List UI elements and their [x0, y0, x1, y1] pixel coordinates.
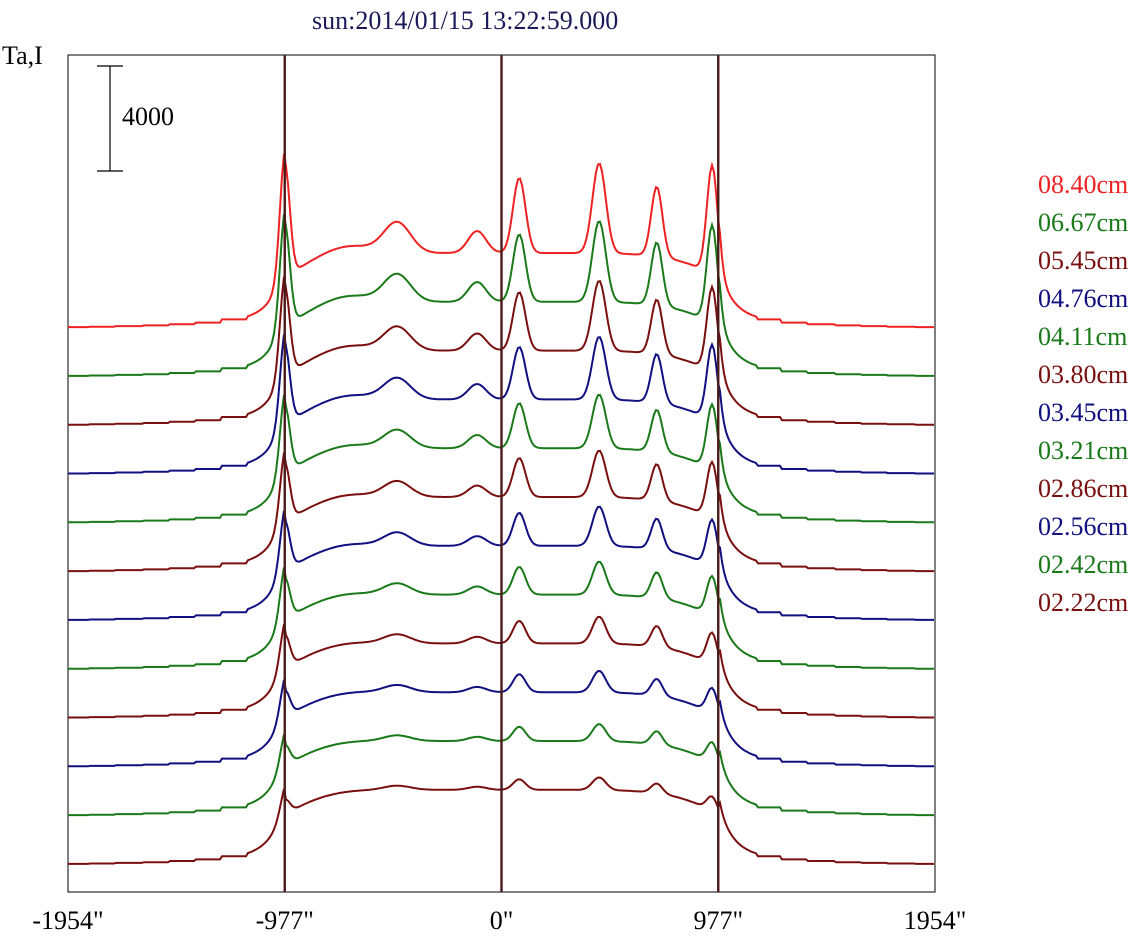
x-tick-label-2: 0": [489, 906, 514, 935]
x-tick-label-1: -977": [255, 906, 314, 935]
legend-item-1: 06.67cm: [1038, 208, 1129, 237]
legend-item-0: 08.40cm: [1038, 170, 1129, 199]
legend-item-4: 04.11cm: [1038, 322, 1128, 351]
legend-item-6: 03.45cm: [1038, 398, 1129, 427]
legend-item-3: 04.76cm: [1038, 284, 1129, 313]
chart-title: sun:2014/01/15 13:22:59.000: [312, 6, 619, 35]
x-tick-label-4: 1954": [903, 906, 967, 935]
legend-item-7: 03.21cm: [1038, 436, 1129, 465]
scale-bar-label: 4000: [122, 102, 174, 131]
y-axis-label: Ta,I: [2, 41, 43, 70]
legend-item-11: 02.22cm: [1038, 588, 1129, 617]
legend-item-10: 02.42cm: [1038, 550, 1129, 579]
x-tick-label-0: -1954": [32, 906, 104, 935]
x-tick-label-3: 977": [693, 906, 744, 935]
legend-item-5: 03.80cm: [1038, 360, 1129, 389]
legend-item-8: 02.86cm: [1038, 474, 1129, 503]
legend-item-9: 02.56cm: [1038, 512, 1129, 541]
legend-item-2: 05.45cm: [1038, 246, 1129, 275]
